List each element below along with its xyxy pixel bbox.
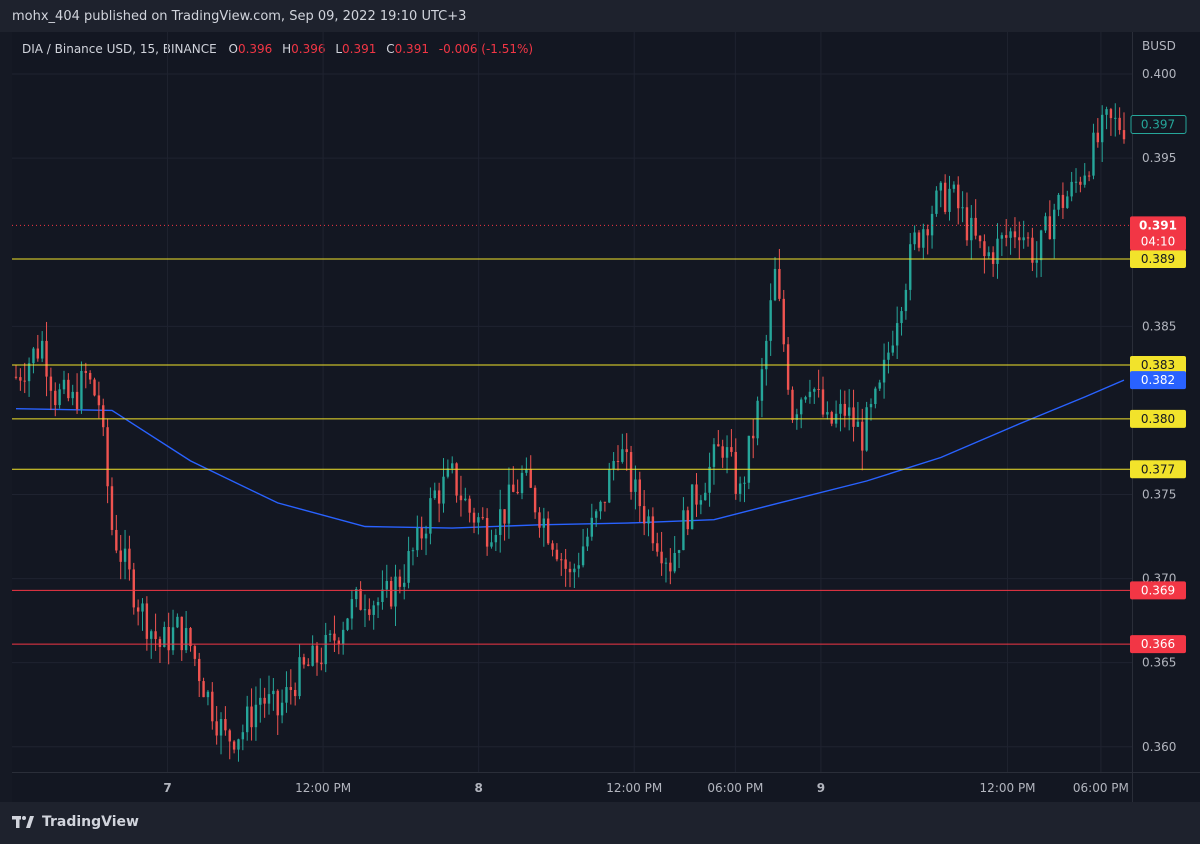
high-value: 0.396 [291,42,326,56]
open-label: O [228,42,238,56]
symbol-title: DIA / Binance USD, 15, BINANCE [22,42,217,56]
symbol-legend: DIA / Binance USD, 15, BINANCE O0.396 H0… [22,42,533,56]
brand-name: TradingView [42,814,139,830]
close-label: C [386,42,395,56]
close-value: 0.391 [394,42,429,56]
open-value: 0.396 [237,42,273,56]
low-value: 0.391 [342,42,377,56]
time-axis[interactable] [12,772,1132,803]
tradingview-logo-icon [12,816,34,828]
low-label: L [335,42,343,56]
published-info: mohx_404 published on TradingView.com, S… [12,9,467,24]
top-bar: mohx_404 published on TradingView.com, S… [0,0,1200,32]
axis-corner [1132,772,1200,803]
chart-area[interactable] [12,32,1132,772]
brand[interactable]: TradingView [12,814,139,830]
change-value: -0.006 (-1.51%) [438,42,534,56]
bottom-bar [0,802,1200,844]
price-axis[interactable] [1132,32,1200,772]
high-label: H [282,42,292,56]
